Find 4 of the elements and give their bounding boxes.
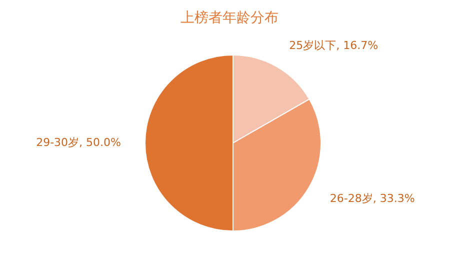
slice-label: 26-28岁, 33.3%: [330, 192, 415, 206]
chart-title: 上榜者年龄分布: [180, 10, 278, 26]
slice-label: 29-30岁, 50.0%: [36, 136, 121, 150]
slice-label: 25岁以下, 16.7%: [289, 39, 378, 52]
